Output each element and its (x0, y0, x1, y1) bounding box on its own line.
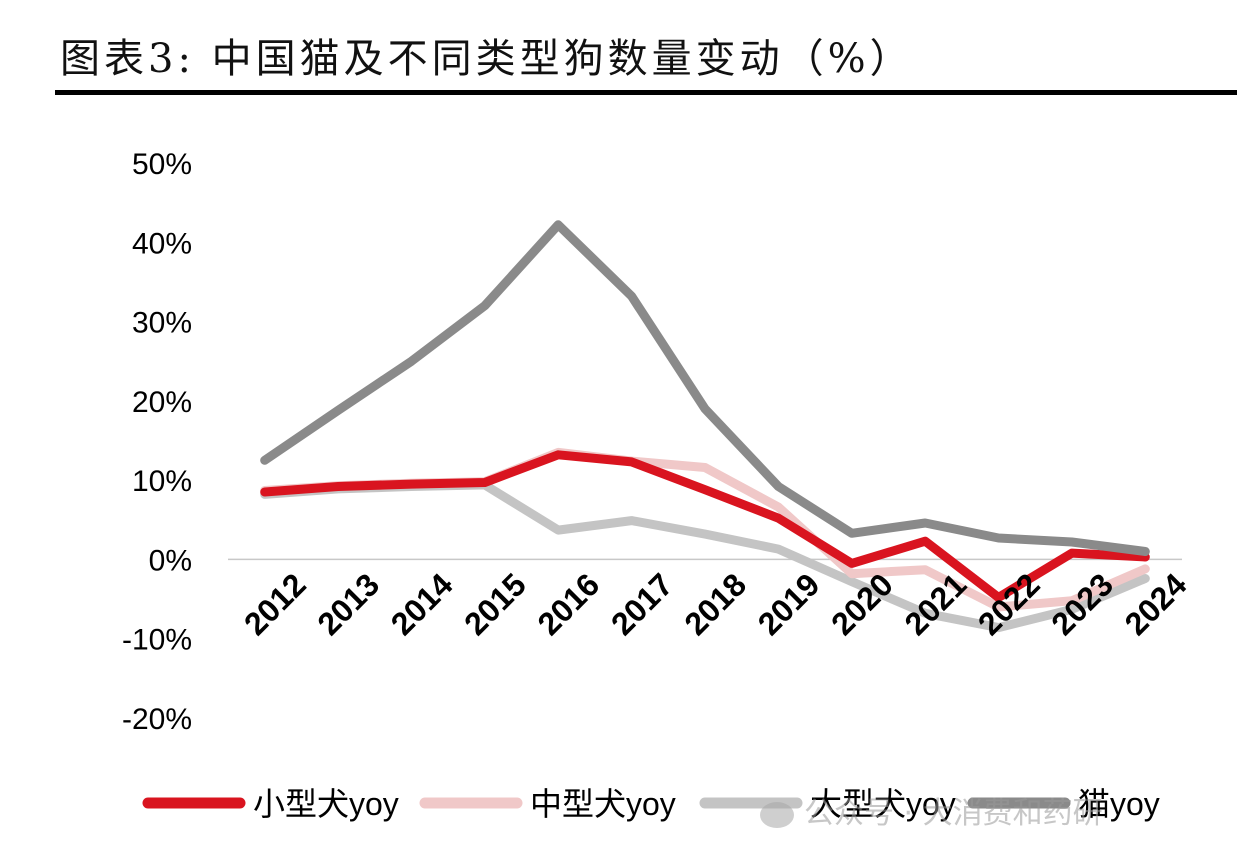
x-tick-label: 2013 (310, 566, 386, 642)
y-axis-tick-labels: 50% 40% 30% 20% 10% 0% -10% -20% (122, 148, 192, 736)
wechat-icon (760, 801, 794, 828)
y-tick-label: 30% (132, 307, 192, 340)
watermark: 公众号 · 大消费和药研 (760, 788, 1220, 832)
x-tick-label: 2018 (677, 566, 753, 642)
x-tick-label: 2016 (531, 566, 607, 642)
x-tick-label: 2017 (604, 566, 680, 642)
y-tick-label: -10% (122, 624, 192, 657)
legend-label: 中型犬yoy (530, 786, 676, 822)
series-line-3 (260, 220, 1150, 556)
y-tick-label: 10% (132, 465, 192, 498)
x-tick-label: 2015 (457, 566, 533, 642)
y-tick-label: 0% (149, 544, 192, 577)
x-tick-label: 2021 (897, 566, 973, 642)
page-title: 图表3: 中国猫及不同类型狗数量变动（%） (60, 36, 914, 82)
legend-label: 小型犬yoy (253, 786, 399, 822)
y-tick-label: -20% (122, 703, 192, 736)
x-tick-label: 2019 (751, 566, 827, 642)
y-tick-label: 20% (132, 386, 192, 419)
series-lines (260, 220, 1150, 633)
legend-label: 猫yoy (1078, 786, 1160, 822)
y-tick-label: 50% (132, 148, 192, 181)
legend: 小型犬yoy 中型犬yoy 大型犬yoy 猫yoy (142, 786, 1160, 822)
y-tick-label: 40% (132, 227, 192, 260)
x-tick-label: 2012 (237, 566, 313, 642)
x-tick-label: 2023 (1044, 566, 1120, 642)
watermark-text: 公众号 · 大消费和药研 (804, 796, 1103, 831)
legend-label: 大型犬yoy (810, 786, 956, 822)
title-rule (55, 90, 1237, 95)
series-line-0 (260, 450, 1150, 602)
x-tick-label: 2014 (384, 566, 460, 642)
